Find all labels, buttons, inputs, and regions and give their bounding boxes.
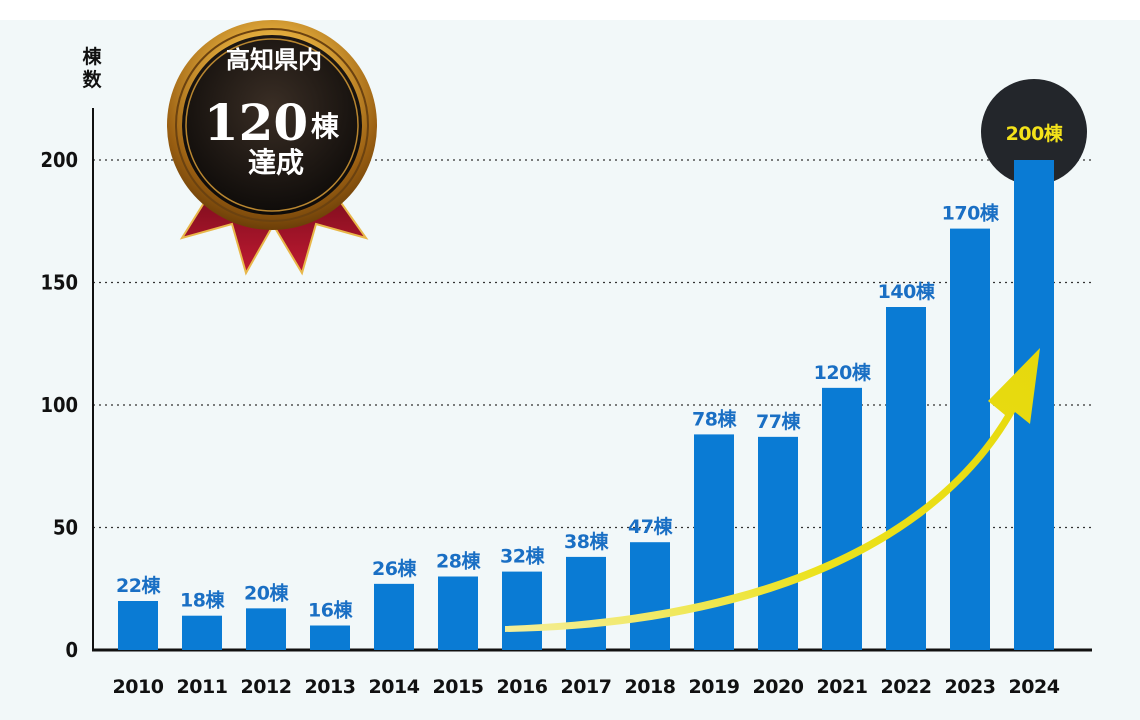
x-tick-2023: 2023 — [945, 676, 996, 698]
x-tick-2010: 2010 — [113, 676, 164, 698]
badge-inner-disc — [182, 35, 362, 215]
bar-2014 — [374, 583, 414, 650]
data-label-2018: 47棟 — [628, 515, 673, 538]
data-label-2016: 32棟 — [500, 545, 545, 568]
bar-chart: 棟 数 0 50 100 150 200 22棟 18棟 20棟 16棟 26棟 28棟 32棟 38… — [0, 20, 1140, 720]
data-labels: 22棟 18棟 20棟 16棟 26棟 28棟 32棟 38棟 47棟 78棟 77棟 120棟 140… — [116, 122, 1064, 622]
data-label-2017: 38棟 — [564, 530, 609, 553]
badge-unit: 棟 — [311, 110, 340, 143]
bar-2017 — [566, 556, 606, 650]
y-axis-ticks: 0 50 100 150 200 — [40, 148, 78, 662]
y-tick-150: 150 — [40, 271, 78, 295]
x-tick-2014: 2014 — [369, 676, 420, 698]
bar-2019 — [694, 434, 734, 650]
data-label-2010: 22棟 — [116, 574, 161, 597]
y-tick-50: 50 — [53, 516, 78, 540]
data-label-2011: 18棟 — [180, 589, 225, 612]
bar-2016 — [502, 571, 542, 650]
data-label-2024: 200棟 — [1006, 122, 1064, 145]
x-tick-2018: 2018 — [625, 676, 676, 698]
bar-2013 — [310, 625, 350, 650]
badge-line3: 達成 — [248, 146, 304, 179]
bar-2010 — [118, 601, 158, 650]
y-tick-100: 100 — [40, 393, 78, 417]
bar-2022 — [886, 307, 926, 650]
x-tick-2016: 2016 — [497, 676, 548, 698]
y-tick-0: 0 — [65, 638, 78, 662]
bar-2023 — [950, 228, 990, 650]
y-axis-label-char-1: 棟 — [82, 45, 102, 68]
bar-2015 — [438, 576, 478, 650]
y-tick-200: 200 — [40, 148, 78, 172]
highlight-circle — [981, 79, 1087, 185]
x-tick-2013: 2013 — [305, 676, 356, 698]
data-label-2014: 26棟 — [372, 557, 417, 580]
bar-2020 — [758, 436, 798, 650]
data-label-2022: 140棟 — [878, 280, 936, 303]
bar-2012 — [246, 608, 286, 650]
bar-2018 — [630, 542, 670, 650]
badge-number: 120 — [204, 93, 308, 152]
data-label-2012: 20棟 — [244, 581, 289, 604]
x-tick-2024: 2024 — [1009, 676, 1060, 698]
x-tick-2020: 2020 — [753, 676, 804, 698]
x-tick-2011: 2011 — [177, 676, 228, 698]
y-axis-label-char-2: 数 — [82, 68, 102, 91]
data-label-2019: 78棟 — [692, 407, 737, 430]
x-tick-2015: 2015 — [433, 676, 484, 698]
chart-canvas: 棟 数 0 50 100 150 200 22棟 18棟 20棟 16棟 26棟 28棟 32棟 38… — [40, 20, 1092, 698]
x-tick-2021: 2021 — [817, 676, 868, 698]
data-label-2013: 16棟 — [308, 599, 353, 622]
bar-2021 — [822, 387, 862, 650]
highlight-marker — [981, 79, 1087, 185]
x-tick-2019: 2019 — [689, 676, 740, 698]
bars — [118, 160, 1054, 650]
x-axis-ticks: 2010 2011 2012 2013 2014 2015 2016 2017 2018 2019… — [113, 676, 1061, 698]
badge-ring-edge — [175, 28, 369, 222]
achievement-badge: 高知県内 120 棟 達成 — [167, 20, 377, 276]
bar-2011 — [182, 615, 222, 650]
x-tick-2012: 2012 — [241, 676, 292, 698]
badge-inner-edge — [185, 38, 359, 212]
gridlines — [93, 159, 1092, 529]
data-label-2015: 28棟 — [436, 550, 481, 573]
x-tick-2017: 2017 — [561, 676, 612, 698]
data-label-2021: 120棟 — [814, 361, 872, 384]
badge-line1: 高知県内 — [226, 45, 322, 74]
data-label-2023: 170棟 — [942, 202, 1000, 225]
x-tick-2022: 2022 — [881, 676, 932, 698]
data-label-2020: 77棟 — [756, 410, 801, 433]
